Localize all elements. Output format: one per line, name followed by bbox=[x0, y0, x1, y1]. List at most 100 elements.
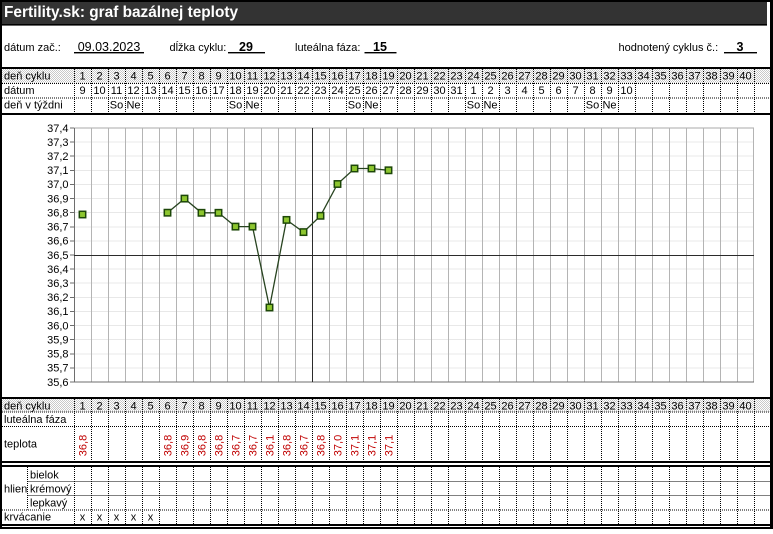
svg-text:So: So bbox=[229, 100, 242, 112]
svg-text:14: 14 bbox=[161, 85, 173, 97]
svg-text:19: 19 bbox=[382, 401, 394, 413]
svg-text:hlien: hlien bbox=[4, 484, 27, 496]
svg-text:6: 6 bbox=[164, 71, 170, 83]
svg-text:Ne: Ne bbox=[364, 100, 378, 112]
svg-text:18: 18 bbox=[365, 401, 377, 413]
svg-text:36,7: 36,7 bbox=[47, 222, 68, 234]
svg-text:15: 15 bbox=[314, 71, 326, 83]
svg-text:34: 34 bbox=[637, 401, 649, 413]
svg-text:36,8: 36,8 bbox=[196, 435, 208, 456]
svg-text:Ne: Ne bbox=[126, 100, 140, 112]
svg-text:31: 31 bbox=[586, 71, 598, 83]
svg-text:bielok: bielok bbox=[30, 470, 59, 482]
svg-text:35,7: 35,7 bbox=[47, 363, 68, 375]
svg-text:33: 33 bbox=[620, 71, 632, 83]
svg-text:36,8: 36,8 bbox=[281, 435, 293, 456]
svg-text:37,2: 37,2 bbox=[47, 151, 68, 163]
svg-text:09.03.2023: 09.03.2023 bbox=[78, 40, 141, 54]
svg-text:17: 17 bbox=[348, 401, 360, 413]
svg-text:35,6: 35,6 bbox=[47, 377, 68, 389]
svg-text:32: 32 bbox=[603, 71, 615, 83]
svg-text:29: 29 bbox=[552, 401, 564, 413]
svg-text:5: 5 bbox=[538, 85, 544, 97]
svg-text:34: 34 bbox=[637, 71, 649, 83]
svg-text:9: 9 bbox=[79, 85, 85, 97]
svg-text:10: 10 bbox=[620, 85, 632, 97]
svg-text:24: 24 bbox=[467, 401, 479, 413]
svg-text:4: 4 bbox=[130, 71, 136, 83]
svg-text:7: 7 bbox=[181, 401, 187, 413]
svg-text:22: 22 bbox=[433, 401, 445, 413]
svg-text:29: 29 bbox=[416, 85, 428, 97]
svg-text:13: 13 bbox=[280, 71, 292, 83]
svg-text:x: x bbox=[131, 512, 137, 524]
svg-text:25: 25 bbox=[484, 71, 496, 83]
svg-text:36,7: 36,7 bbox=[247, 435, 259, 456]
svg-text:35: 35 bbox=[654, 401, 666, 413]
svg-text:18: 18 bbox=[229, 85, 241, 97]
svg-text:30: 30 bbox=[569, 71, 581, 83]
svg-text:24: 24 bbox=[467, 71, 479, 83]
svg-text:23: 23 bbox=[450, 401, 462, 413]
svg-text:teplota: teplota bbox=[4, 439, 38, 451]
svg-text:39: 39 bbox=[722, 401, 734, 413]
svg-text:37,3: 37,3 bbox=[47, 137, 68, 149]
svg-text:Ne: Ne bbox=[483, 100, 497, 112]
svg-text:26: 26 bbox=[365, 85, 377, 97]
svg-text:16: 16 bbox=[331, 401, 343, 413]
svg-text:37,1: 37,1 bbox=[47, 165, 68, 177]
svg-text:36,5: 36,5 bbox=[47, 250, 68, 262]
svg-text:10: 10 bbox=[229, 401, 241, 413]
svg-text:x: x bbox=[97, 512, 103, 524]
svg-text:32: 32 bbox=[603, 401, 615, 413]
svg-text:36,1: 36,1 bbox=[264, 435, 276, 456]
svg-text:20: 20 bbox=[263, 85, 275, 97]
svg-text:39: 39 bbox=[722, 71, 734, 83]
svg-text:23: 23 bbox=[450, 71, 462, 83]
svg-text:x: x bbox=[80, 512, 86, 524]
svg-text:hodnotený cyklus č.:: hodnotený cyklus č.: bbox=[619, 42, 719, 54]
svg-text:1: 1 bbox=[79, 401, 85, 413]
svg-text:28: 28 bbox=[399, 85, 411, 97]
svg-text:36,4: 36,4 bbox=[47, 264, 68, 276]
svg-text:6: 6 bbox=[555, 85, 561, 97]
svg-text:30: 30 bbox=[433, 85, 445, 97]
svg-text:9: 9 bbox=[215, 71, 221, 83]
svg-text:5: 5 bbox=[147, 401, 153, 413]
svg-text:36,6: 36,6 bbox=[47, 236, 68, 248]
svg-text:27: 27 bbox=[518, 71, 530, 83]
svg-text:luteálna fáza:: luteálna fáza: bbox=[295, 42, 360, 54]
svg-text:36,1: 36,1 bbox=[47, 306, 68, 318]
svg-text:40: 40 bbox=[739, 71, 751, 83]
svg-text:krémový: krémový bbox=[30, 484, 72, 496]
svg-text:36: 36 bbox=[671, 71, 683, 83]
svg-text:7: 7 bbox=[572, 85, 578, 97]
svg-text:dátum zač.:: dátum zač.: bbox=[4, 42, 61, 54]
svg-text:38: 38 bbox=[705, 401, 717, 413]
svg-text:8: 8 bbox=[198, 71, 204, 83]
svg-text:37,0: 37,0 bbox=[47, 179, 68, 191]
svg-text:12: 12 bbox=[263, 401, 275, 413]
svg-text:3: 3 bbox=[737, 40, 744, 54]
svg-text:10: 10 bbox=[93, 85, 105, 97]
svg-text:36,8: 36,8 bbox=[77, 435, 89, 456]
svg-text:13: 13 bbox=[280, 401, 292, 413]
svg-text:35: 35 bbox=[654, 71, 666, 83]
svg-text:Fertility.sk: graf bazálnej te: Fertility.sk: graf bazálnej teploty bbox=[4, 4, 238, 21]
svg-text:2: 2 bbox=[487, 85, 493, 97]
svg-text:3: 3 bbox=[113, 401, 119, 413]
svg-text:18: 18 bbox=[365, 71, 377, 83]
svg-text:36,2: 36,2 bbox=[47, 292, 68, 304]
svg-text:lepkavý: lepkavý bbox=[30, 498, 68, 510]
svg-text:Ne: Ne bbox=[602, 100, 616, 112]
svg-text:11: 11 bbox=[247, 401, 258, 413]
svg-text:24: 24 bbox=[331, 85, 343, 97]
svg-text:37,1: 37,1 bbox=[383, 435, 395, 456]
svg-text:36,8: 36,8 bbox=[315, 435, 327, 456]
svg-text:36,3: 36,3 bbox=[47, 278, 68, 290]
svg-text:9: 9 bbox=[215, 401, 221, 413]
svg-text:11: 11 bbox=[247, 71, 258, 83]
svg-text:29: 29 bbox=[239, 40, 253, 54]
svg-text:8: 8 bbox=[198, 401, 204, 413]
svg-text:1: 1 bbox=[470, 85, 476, 97]
